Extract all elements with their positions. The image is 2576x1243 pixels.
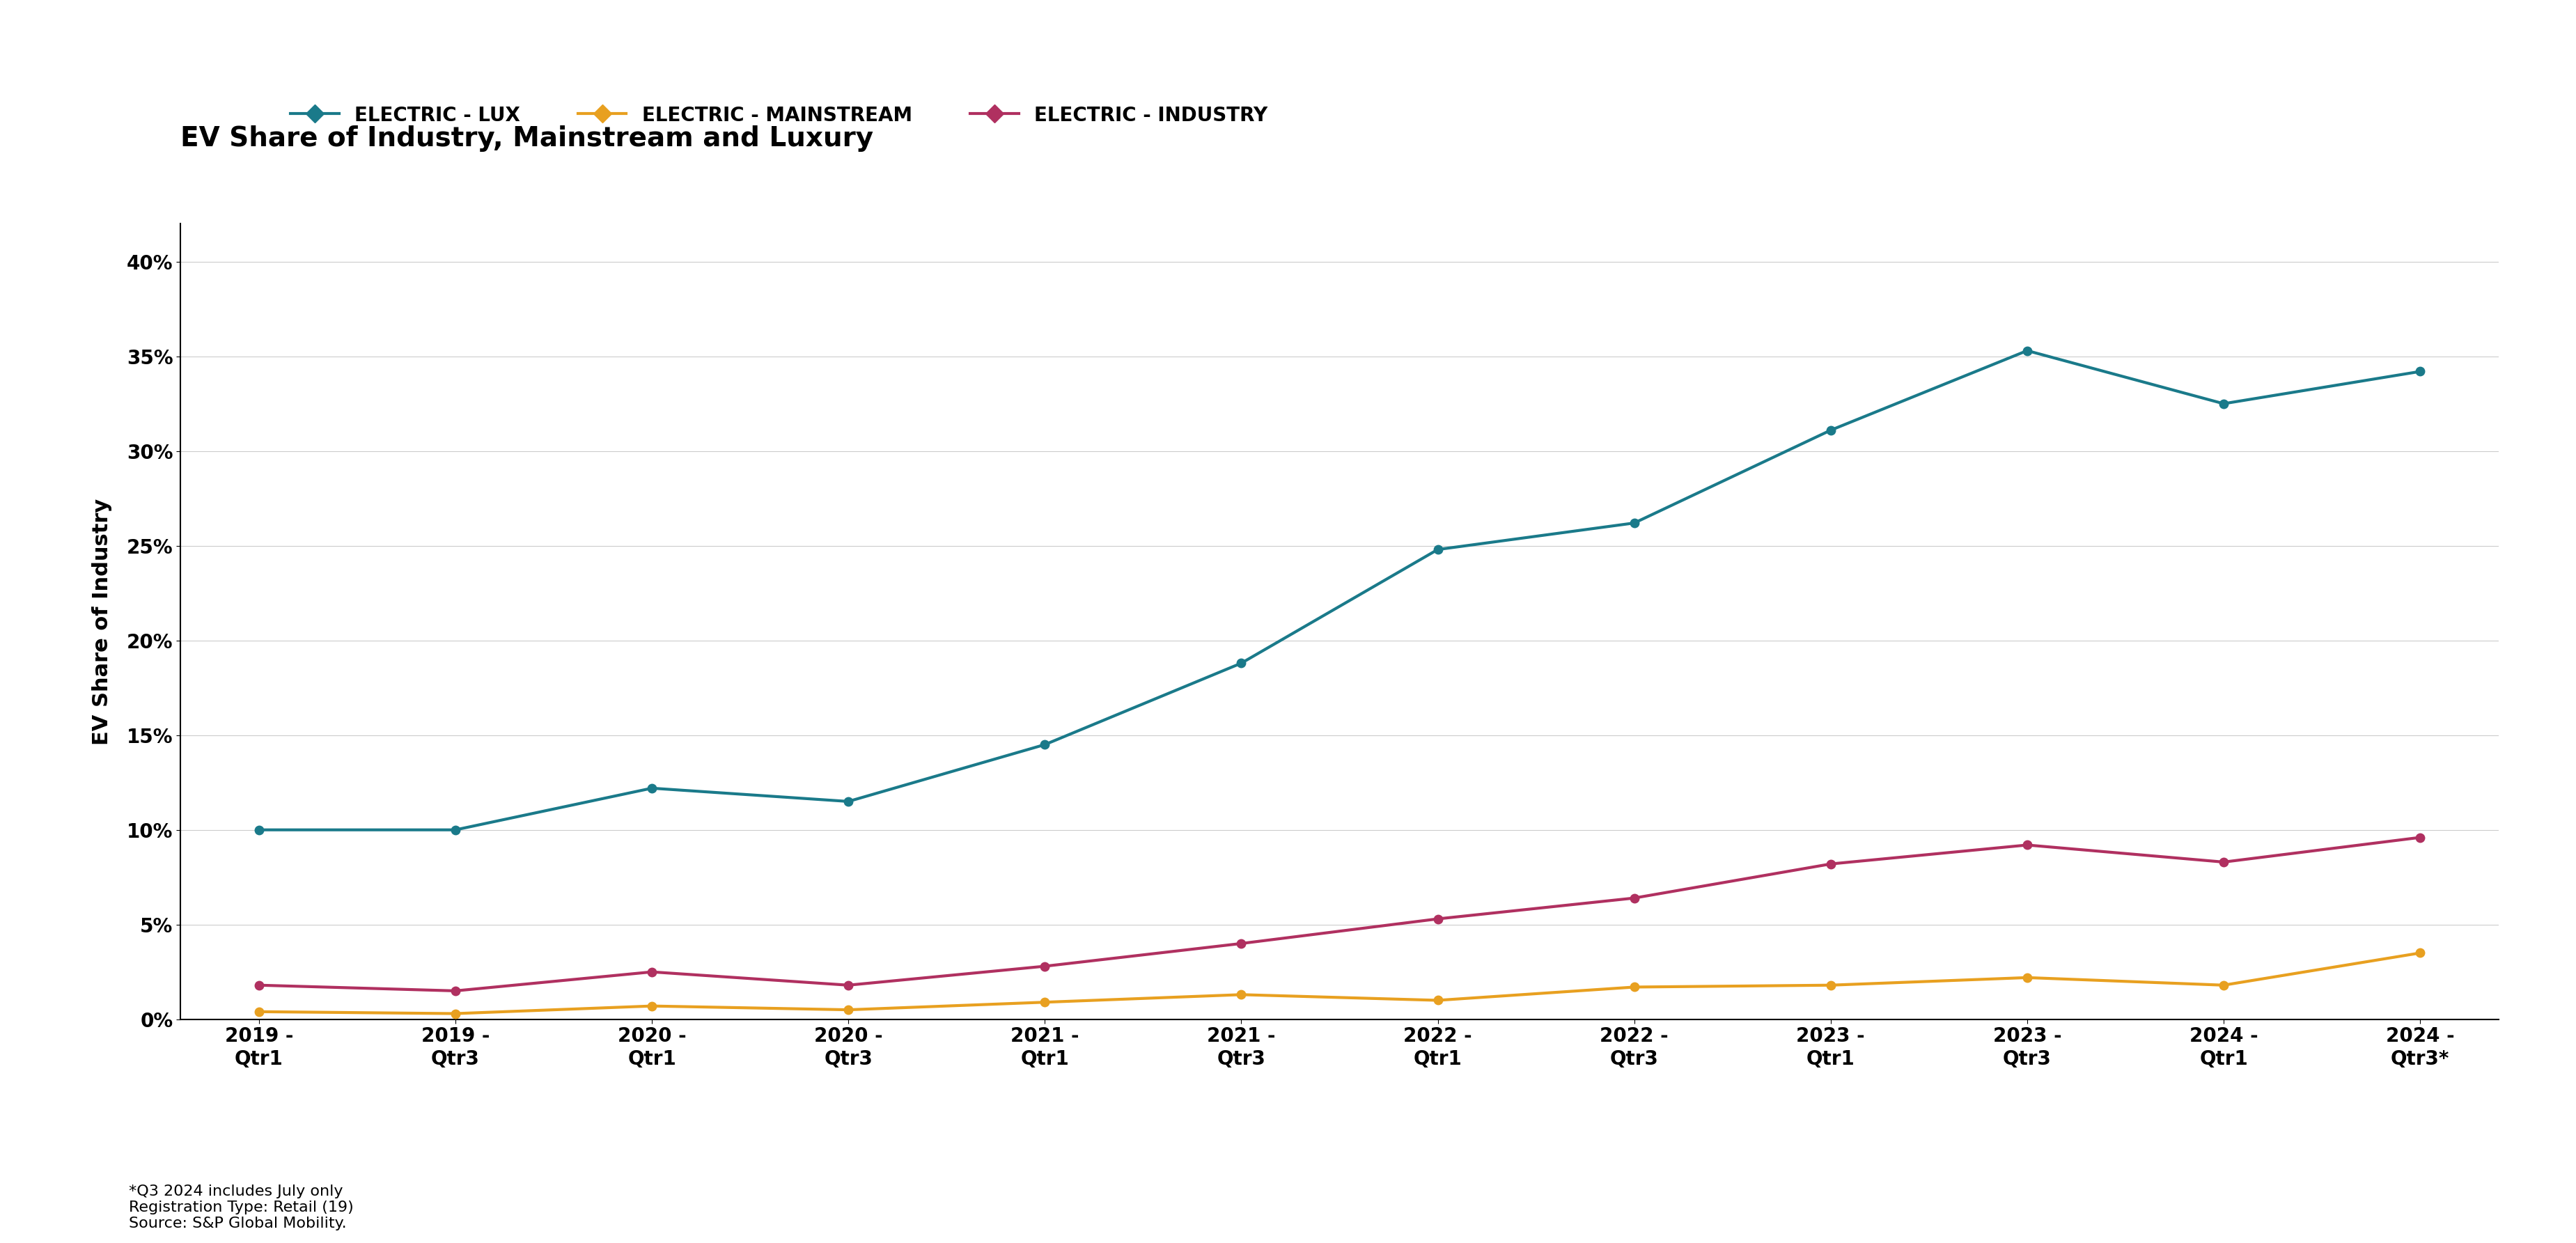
Text: *Q3 2024 includes July only
Registration Type: Retail (19)
Source: S&P Global Mo: *Q3 2024 includes July only Registration… bbox=[129, 1185, 353, 1231]
ELECTRIC - INDUSTRY bbox=[440, 983, 471, 998]
ELECTRIC - LUX bbox=[1030, 737, 1061, 752]
ELECTRIC - LUX bbox=[1618, 516, 1649, 531]
ELECTRIC - MAINSTREAM bbox=[2208, 978, 2239, 993]
Y-axis label: EV Share of Industry: EV Share of Industry bbox=[93, 498, 113, 745]
ELECTRIC - INDUSTRY bbox=[245, 978, 276, 993]
ELECTRIC - LUX bbox=[832, 794, 863, 809]
Line: ELECTRIC - LUX: ELECTRIC - LUX bbox=[255, 347, 2424, 834]
ELECTRIC - LUX bbox=[1422, 542, 1453, 557]
ELECTRIC - INDUSTRY bbox=[832, 978, 863, 993]
ELECTRIC - INDUSTRY bbox=[1422, 911, 1453, 926]
ELECTRIC - MAINSTREAM bbox=[1816, 978, 1847, 993]
ELECTRIC - MAINSTREAM bbox=[1618, 979, 1649, 994]
Line: ELECTRIC - MAINSTREAM: ELECTRIC - MAINSTREAM bbox=[255, 948, 2424, 1018]
Line: ELECTRIC - INDUSTRY: ELECTRIC - INDUSTRY bbox=[255, 833, 2424, 996]
ELECTRIC - MAINSTREAM bbox=[245, 1004, 276, 1019]
ELECTRIC - INDUSTRY bbox=[2208, 855, 2239, 870]
ELECTRIC - MAINSTREAM bbox=[1422, 993, 1453, 1008]
ELECTRIC - LUX bbox=[636, 781, 667, 796]
ELECTRIC - MAINSTREAM bbox=[1226, 987, 1257, 1002]
ELECTRIC - LUX bbox=[1226, 656, 1257, 671]
ELECTRIC - LUX bbox=[2012, 343, 2043, 358]
ELECTRIC - INDUSTRY bbox=[1226, 936, 1257, 951]
ELECTRIC - INDUSTRY bbox=[1816, 856, 1847, 871]
ELECTRIC - INDUSTRY bbox=[1030, 958, 1061, 973]
ELECTRIC - INDUSTRY bbox=[636, 965, 667, 979]
ELECTRIC - INDUSTRY bbox=[1618, 890, 1649, 905]
ELECTRIC - INDUSTRY bbox=[2012, 838, 2043, 853]
ELECTRIC - LUX bbox=[2208, 397, 2239, 411]
ELECTRIC - LUX bbox=[1816, 423, 1847, 438]
ELECTRIC - MAINSTREAM bbox=[636, 998, 667, 1013]
ELECTRIC - INDUSTRY bbox=[2403, 830, 2434, 845]
ELECTRIC - MAINSTREAM bbox=[440, 1006, 471, 1021]
Text: EV Share of Industry, Mainstream and Luxury: EV Share of Industry, Mainstream and Lux… bbox=[180, 126, 873, 152]
ELECTRIC - LUX bbox=[2403, 364, 2434, 379]
ELECTRIC - MAINSTREAM bbox=[832, 1002, 863, 1017]
ELECTRIC - MAINSTREAM bbox=[2012, 970, 2043, 984]
ELECTRIC - LUX bbox=[440, 823, 471, 838]
ELECTRIC - LUX bbox=[245, 823, 276, 838]
ELECTRIC - MAINSTREAM bbox=[2403, 946, 2434, 961]
Legend: ELECTRIC - LUX, ELECTRIC - MAINSTREAM, ELECTRIC - INDUSTRY: ELECTRIC - LUX, ELECTRIC - MAINSTREAM, E… bbox=[283, 98, 1275, 133]
ELECTRIC - MAINSTREAM bbox=[1030, 994, 1061, 1009]
